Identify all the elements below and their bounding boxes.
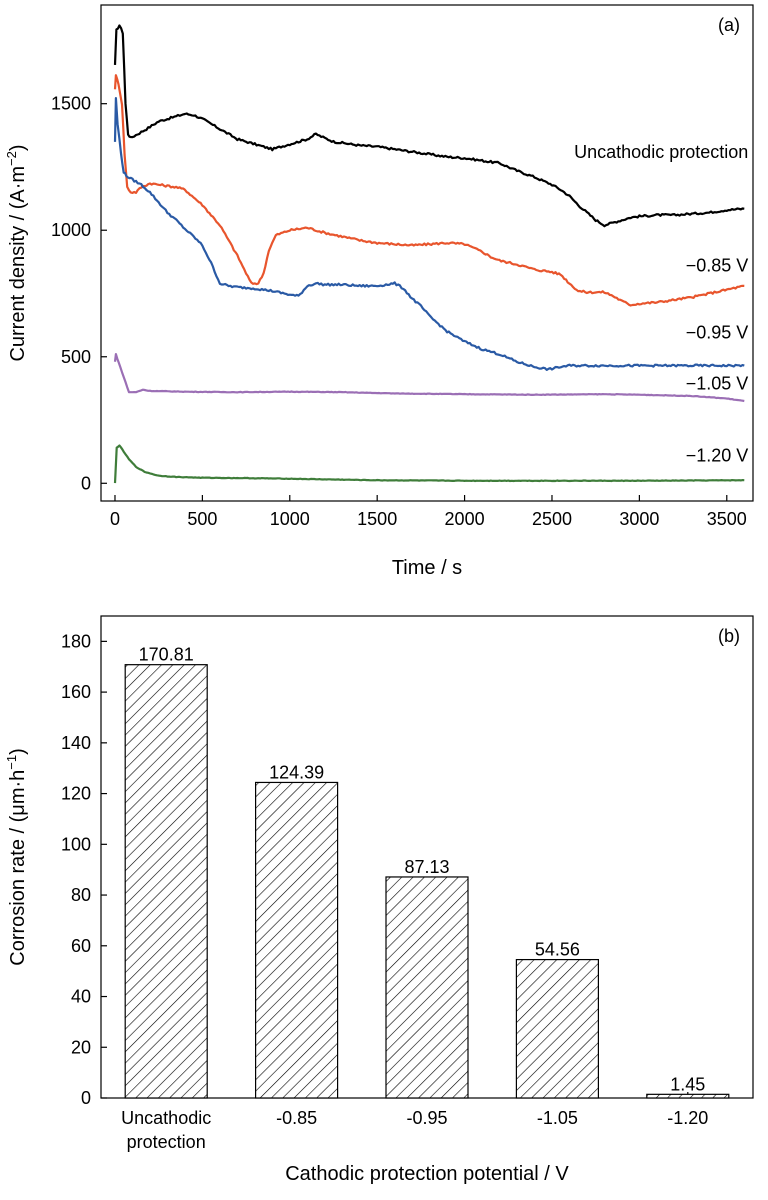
chart-b-y-tick-label: 60	[71, 936, 91, 956]
chart-a-x-tick-label: 3000	[619, 509, 659, 529]
bar-value-label: 87.13	[404, 857, 449, 877]
chart-b-y-tick-label: 120	[61, 784, 91, 804]
chart-b-x-tick-label: -1.20	[667, 1108, 708, 1128]
chart-b-y-tick-label: 160	[61, 682, 91, 702]
chart-a-frame	[100, 4, 754, 502]
chart-a-y-tick-label: 0	[81, 473, 91, 493]
series-label: Uncathodic protection	[574, 142, 748, 162]
chart-b-bars: 170.81 124.39 87.13 54.56 1.45	[124, 645, 730, 1099]
series-line	[113, 353, 745, 403]
chart-a-series	[113, 24, 745, 484]
series-label: −1.05 V	[686, 373, 749, 393]
chart-a-y-axis-title: Current density / (A·m−2)	[4, 144, 29, 361]
bar	[124, 664, 208, 1099]
chart-a-x-tick-label: 2500	[532, 509, 572, 529]
chart-a-series-labels: Uncathodic protection −0.85 V −0.95 V −1.05…	[574, 142, 748, 466]
chart-b-y-axis-title-sup: −1	[4, 755, 19, 770]
series-line	[113, 97, 745, 371]
chart-b-ticks: 0 20 40 60 80 100 120 140 160 180 Uncathodic protec…	[61, 631, 708, 1152]
series-line	[113, 74, 745, 307]
series-label: −0.95 V	[686, 323, 749, 343]
bar	[255, 781, 339, 1099]
chart-a-x-tick-label: 1500	[357, 509, 397, 529]
chart-b-panel-label: (b)	[718, 626, 740, 646]
chart-a-x-tick-label: 2000	[445, 509, 485, 529]
series-line	[113, 24, 745, 228]
chart-b-y-tick-label: 20	[71, 1037, 91, 1057]
chart-a-panel-label: (a)	[718, 15, 740, 35]
chart-a-y-axis-title-sup: −2	[4, 151, 19, 166]
chart-b-x-tick-label: protection	[127, 1132, 206, 1152]
chart-b-y-tick-label: 40	[71, 987, 91, 1007]
bar	[646, 1093, 730, 1099]
series-label: −1.20 V	[686, 445, 749, 465]
chart-b-x-tick-label: Uncathodic	[121, 1108, 211, 1128]
chart-b-y-axis-title: Corrosion rate / (μm·h−1)	[4, 748, 29, 966]
chart-b-x-tick-label: -1.05	[537, 1108, 578, 1128]
chart-a-x-axis-title: Time / s	[392, 557, 462, 579]
bar	[385, 876, 469, 1099]
chart-b-y-tick-label: 100	[61, 834, 91, 854]
chart-a: 0 500 1000 1500 2000 2500 3000 3500 0 500 1000 1500…	[4, 4, 754, 579]
chart-b-y-tick-label: 140	[61, 733, 91, 753]
chart-b: 0 20 40 60 80 100 120 140 160 180 Uncathodic protec…	[4, 615, 754, 1185]
chart-a-y-axis-title-end: )	[7, 144, 29, 151]
chart-b-x-tick-label: -0.95	[406, 1108, 447, 1128]
bar-value-label: 170.81	[139, 645, 194, 665]
chart-a-x-tick-label: 500	[187, 509, 217, 529]
chart-a-y-tick-label: 1000	[51, 220, 91, 240]
chart-a-ticks: 0 500 1000 1500 2000 2500 3000 3500 0 500 1000 1500	[51, 94, 747, 529]
chart-b-y-axis-title-main: Corrosion rate / (μm·h	[7, 770, 29, 966]
series-line	[113, 444, 745, 484]
bar-value-label: 124.39	[269, 762, 324, 782]
chart-a-y-tick-label: 1500	[51, 94, 91, 114]
chart-a-y-axis-title-main: Current density / (A·m	[7, 166, 29, 362]
chart-b-x-axis-title: Cathodic protection potential / V	[285, 1163, 569, 1185]
chart-a-x-tick-label: 1000	[270, 509, 310, 529]
chart-b-y-tick-label: 0	[81, 1088, 91, 1108]
chart-a-x-tick-label: 0	[110, 509, 120, 529]
chart-b-y-tick-label: 180	[61, 631, 91, 651]
chart-a-x-tick-label: 3500	[707, 509, 747, 529]
bar	[515, 958, 600, 1099]
chart-b-y-tick-label: 80	[71, 885, 91, 905]
chart-b-y-axis-title-end: )	[7, 748, 29, 755]
series-label: −0.85 V	[686, 256, 749, 276]
chart-a-y-tick-label: 500	[61, 347, 91, 367]
bar-value-label: 54.56	[535, 940, 580, 960]
bar-value-label: 1.45	[670, 1074, 705, 1094]
chart-b-x-tick-label: -0.85	[276, 1108, 317, 1128]
